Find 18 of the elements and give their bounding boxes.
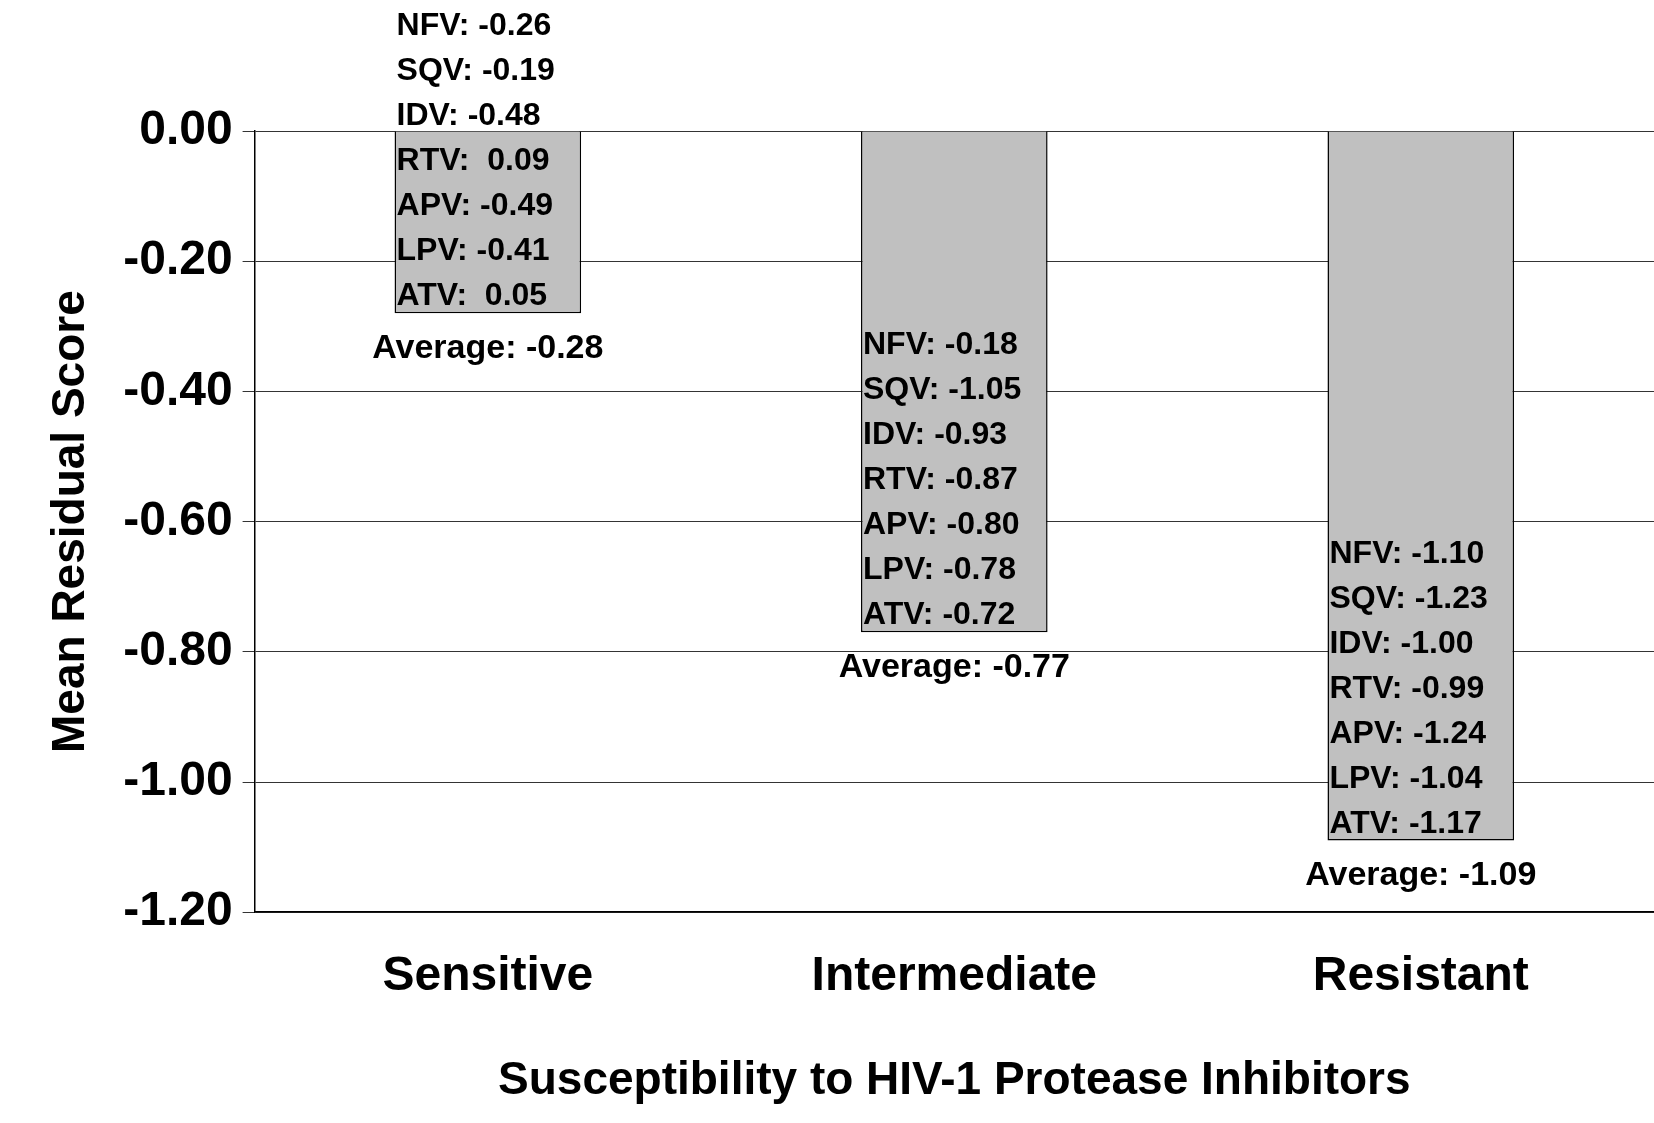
- y-tick-label: -0.40: [123, 361, 233, 415]
- y-tick-label: -0.80: [123, 622, 233, 676]
- y-tick-label: -0.20: [123, 231, 233, 285]
- y-tick-label: -1.00: [123, 752, 233, 806]
- y-tick-label: -0.60: [123, 491, 233, 545]
- annotation: NFV: -0.26 SQV: -0.19 IDV: -0.48 RTV: 0.09 APV: -0.49 LPV: -0.41 ATV: 0.05: [396, 6, 555, 313]
- x-tick-label: Intermediate: [811, 947, 1098, 1001]
- y-tick-label: -1.20: [123, 882, 233, 936]
- annotation: NFV: -0.18 SQV: -1.05 IDV: -0.93 RTV: -0.87 APV: -0.80 LPV: -0.78 ATV: -0.72: [863, 325, 1022, 632]
- data-label: Average: -1.09: [1305, 853, 1537, 892]
- y-tick-label: 0.00: [139, 101, 233, 155]
- annotation: NFV: -1.10 SQV: -1.23 IDV: -1.00 RTV: -0.99 APV: -1.24 LPV: -1.04 ATV: -1.17: [1329, 533, 1488, 840]
- data-label: Average: -0.77: [838, 645, 1070, 684]
- x-tick-label: Sensitive: [382, 947, 594, 1001]
- x-tick-label: Resistant: [1312, 947, 1529, 1001]
- data-label: Average: -0.28: [372, 326, 604, 365]
- y-axis-title: Mean Residual Score: [42, 290, 95, 753]
- x-axis-title: Susceptibility to HIV-1 Protease Inhibitors: [498, 1052, 1411, 1105]
